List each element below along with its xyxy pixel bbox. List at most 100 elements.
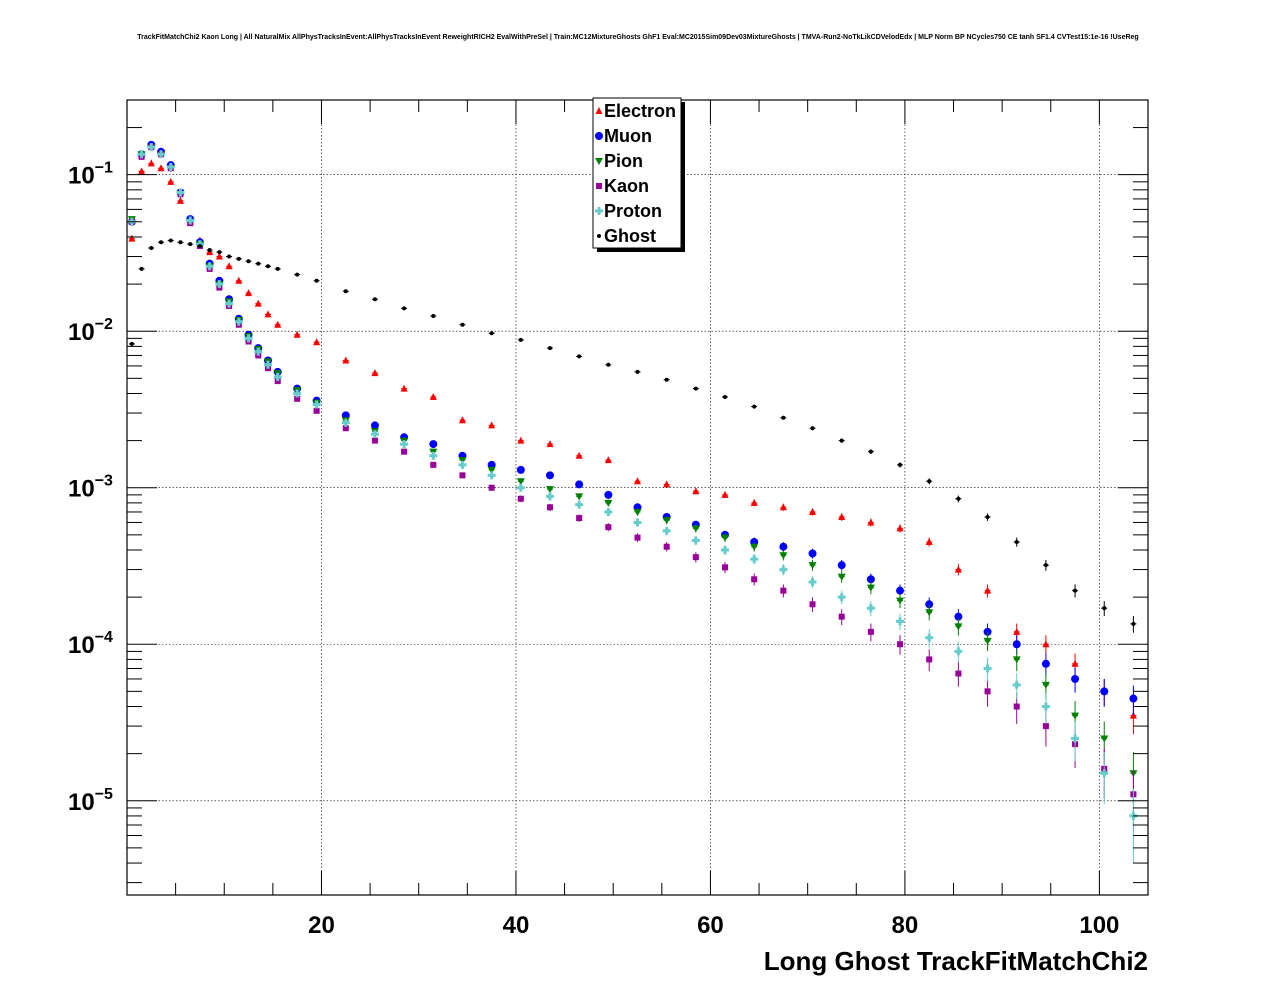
- data-point: [1129, 694, 1138, 703]
- data-point: [693, 386, 698, 391]
- data-point: [604, 507, 613, 516]
- data-point: [197, 244, 202, 249]
- data-point: [225, 262, 233, 270]
- data-point: [312, 400, 321, 409]
- data-point: [400, 440, 409, 449]
- data-point: [780, 587, 787, 594]
- data-point: [1100, 687, 1109, 696]
- x-tick-label: 40: [503, 912, 530, 939]
- data-point: [1131, 621, 1136, 626]
- data-point: [1012, 656, 1021, 664]
- data-point: [314, 278, 319, 283]
- data-point: [867, 518, 875, 526]
- data-point: [273, 372, 282, 381]
- data-point: [838, 613, 845, 620]
- data-point: [896, 524, 904, 532]
- data-point: [254, 347, 263, 356]
- data-point: [516, 483, 525, 492]
- data-point: [546, 440, 554, 448]
- data-point: [458, 416, 466, 424]
- data-point: [606, 362, 611, 367]
- legend-marker: [595, 107, 603, 114]
- data-point: [809, 601, 816, 608]
- data-point: [429, 392, 437, 400]
- y-tick-label: 10−1: [68, 160, 113, 190]
- data-point: [1071, 734, 1080, 743]
- data-point: [723, 394, 728, 399]
- x-tick-label: 80: [892, 912, 919, 939]
- data-point: [342, 425, 349, 432]
- data-point: [402, 306, 407, 311]
- data-point: [664, 377, 669, 382]
- data-point: [983, 627, 992, 636]
- data-point: [264, 310, 272, 318]
- data-point: [896, 586, 905, 595]
- data-point: [779, 552, 788, 560]
- data-point: [517, 436, 525, 444]
- data-point: [217, 250, 222, 255]
- data-point: [779, 565, 788, 574]
- data-point: [1100, 735, 1109, 743]
- data-point: [633, 518, 642, 527]
- data-point: [215, 280, 224, 289]
- data-point: [838, 513, 846, 521]
- data-point: [370, 421, 379, 430]
- legend: Electron Muon Pion Kaon Proton Ghost: [592, 97, 685, 252]
- data-point: [274, 378, 281, 385]
- data-point: [1071, 712, 1080, 720]
- data-point: [1043, 563, 1048, 568]
- data-point: [926, 656, 933, 663]
- data-point: [927, 479, 932, 484]
- data-point: [341, 418, 350, 427]
- data-point: [545, 486, 554, 494]
- data-point: [545, 471, 554, 480]
- data-point: [576, 515, 583, 522]
- data-point: [263, 360, 272, 369]
- data-point: [868, 449, 873, 454]
- data-point: [159, 240, 164, 245]
- data-point: [751, 576, 758, 583]
- data-point: [429, 451, 438, 460]
- data-point: [1013, 703, 1020, 710]
- legend-marker: [595, 207, 603, 215]
- data-point: [954, 647, 963, 656]
- data-point: [956, 496, 961, 501]
- data-point: [925, 609, 934, 617]
- data-point: [1012, 640, 1021, 649]
- data-point: [275, 266, 280, 271]
- y-tick-label: 10−2: [68, 316, 113, 346]
- data-point: [458, 460, 467, 469]
- data-point: [545, 492, 554, 501]
- data-point: [1041, 702, 1050, 711]
- legend-label: Proton: [604, 201, 662, 221]
- data-point: [898, 462, 903, 467]
- data-point: [750, 555, 759, 564]
- data-point: [809, 507, 817, 515]
- data-point: [634, 534, 641, 541]
- data-point: [663, 480, 671, 488]
- legend-marker: [596, 183, 602, 189]
- data-point: [604, 456, 612, 464]
- data-point: [254, 299, 262, 307]
- data-point: [984, 688, 991, 695]
- legend-marker: [597, 234, 601, 238]
- data-point: [431, 314, 436, 319]
- data-point: [1041, 659, 1050, 668]
- data-point: [896, 617, 905, 626]
- data-point: [955, 670, 962, 677]
- data-point: [245, 289, 253, 297]
- data-point: [897, 641, 904, 648]
- data-point: [207, 248, 212, 253]
- data-point: [149, 246, 154, 251]
- data-point: [984, 586, 992, 594]
- data-point: [371, 369, 379, 377]
- data-point: [256, 261, 261, 266]
- data-point: [721, 490, 729, 498]
- grid: [127, 100, 1148, 895]
- data-point: [633, 508, 642, 516]
- legend-label: Muon: [604, 126, 652, 146]
- data-point: [605, 524, 612, 531]
- data-point: [458, 457, 467, 465]
- data-point: [1013, 627, 1021, 635]
- data-point: [370, 430, 379, 439]
